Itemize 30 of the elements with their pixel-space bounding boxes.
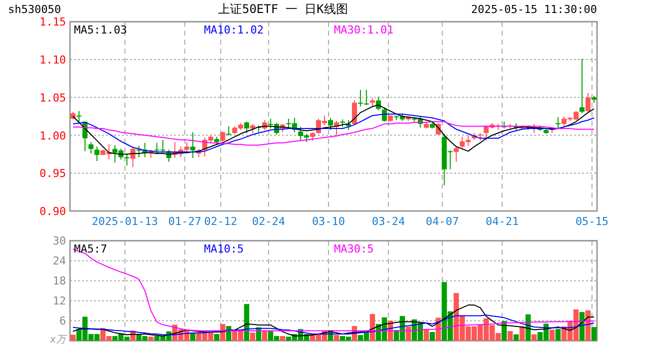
text: MA30:1.01: [334, 24, 394, 37]
text: MA10:1.02: [204, 24, 264, 37]
text: MA5:1.03: [74, 24, 127, 37]
chart-title: 上证50ETF 一 日K线图: [218, 2, 348, 16]
x-tick-label: 04-07: [426, 215, 459, 228]
x-tick-label: 05-15: [575, 215, 609, 228]
x-tick-label: 02-24: [252, 215, 286, 228]
x-tick-label: 03-24: [372, 215, 406, 228]
x-tick-label: 04-21: [486, 215, 519, 228]
x-tick-label: 02-12: [204, 215, 238, 228]
y-tick-label: 1.00: [40, 129, 66, 142]
y-tick-label: 0.90: [40, 205, 66, 218]
x-tick-label: 2025-01-13: [92, 215, 158, 228]
y-tick-label: 24: [52, 254, 66, 268]
y-tick-label: 1.10: [40, 54, 66, 67]
text: MA30:5: [334, 242, 374, 256]
y-tick-label: 1.15: [40, 16, 66, 29]
text: MA5:7: [74, 242, 108, 256]
text: 2025-05-15 11:30:00: [471, 3, 597, 16]
y-tick-label: 12: [52, 294, 66, 308]
y-tick-label: 30: [52, 234, 66, 248]
x-tick-label: 01-27: [168, 215, 202, 228]
y-tick-label: 1.05: [40, 91, 66, 104]
y-tick-label: 0.95: [40, 167, 66, 180]
text: MA10:5: [204, 242, 244, 256]
y-tick-label: 18: [52, 274, 66, 288]
y-tick-label: 6: [59, 314, 66, 328]
x-tick-label: 03-10: [312, 215, 346, 228]
y-axis-title: x万: [48, 334, 68, 346]
chart-subtitle: sh530050: [8, 3, 61, 16]
